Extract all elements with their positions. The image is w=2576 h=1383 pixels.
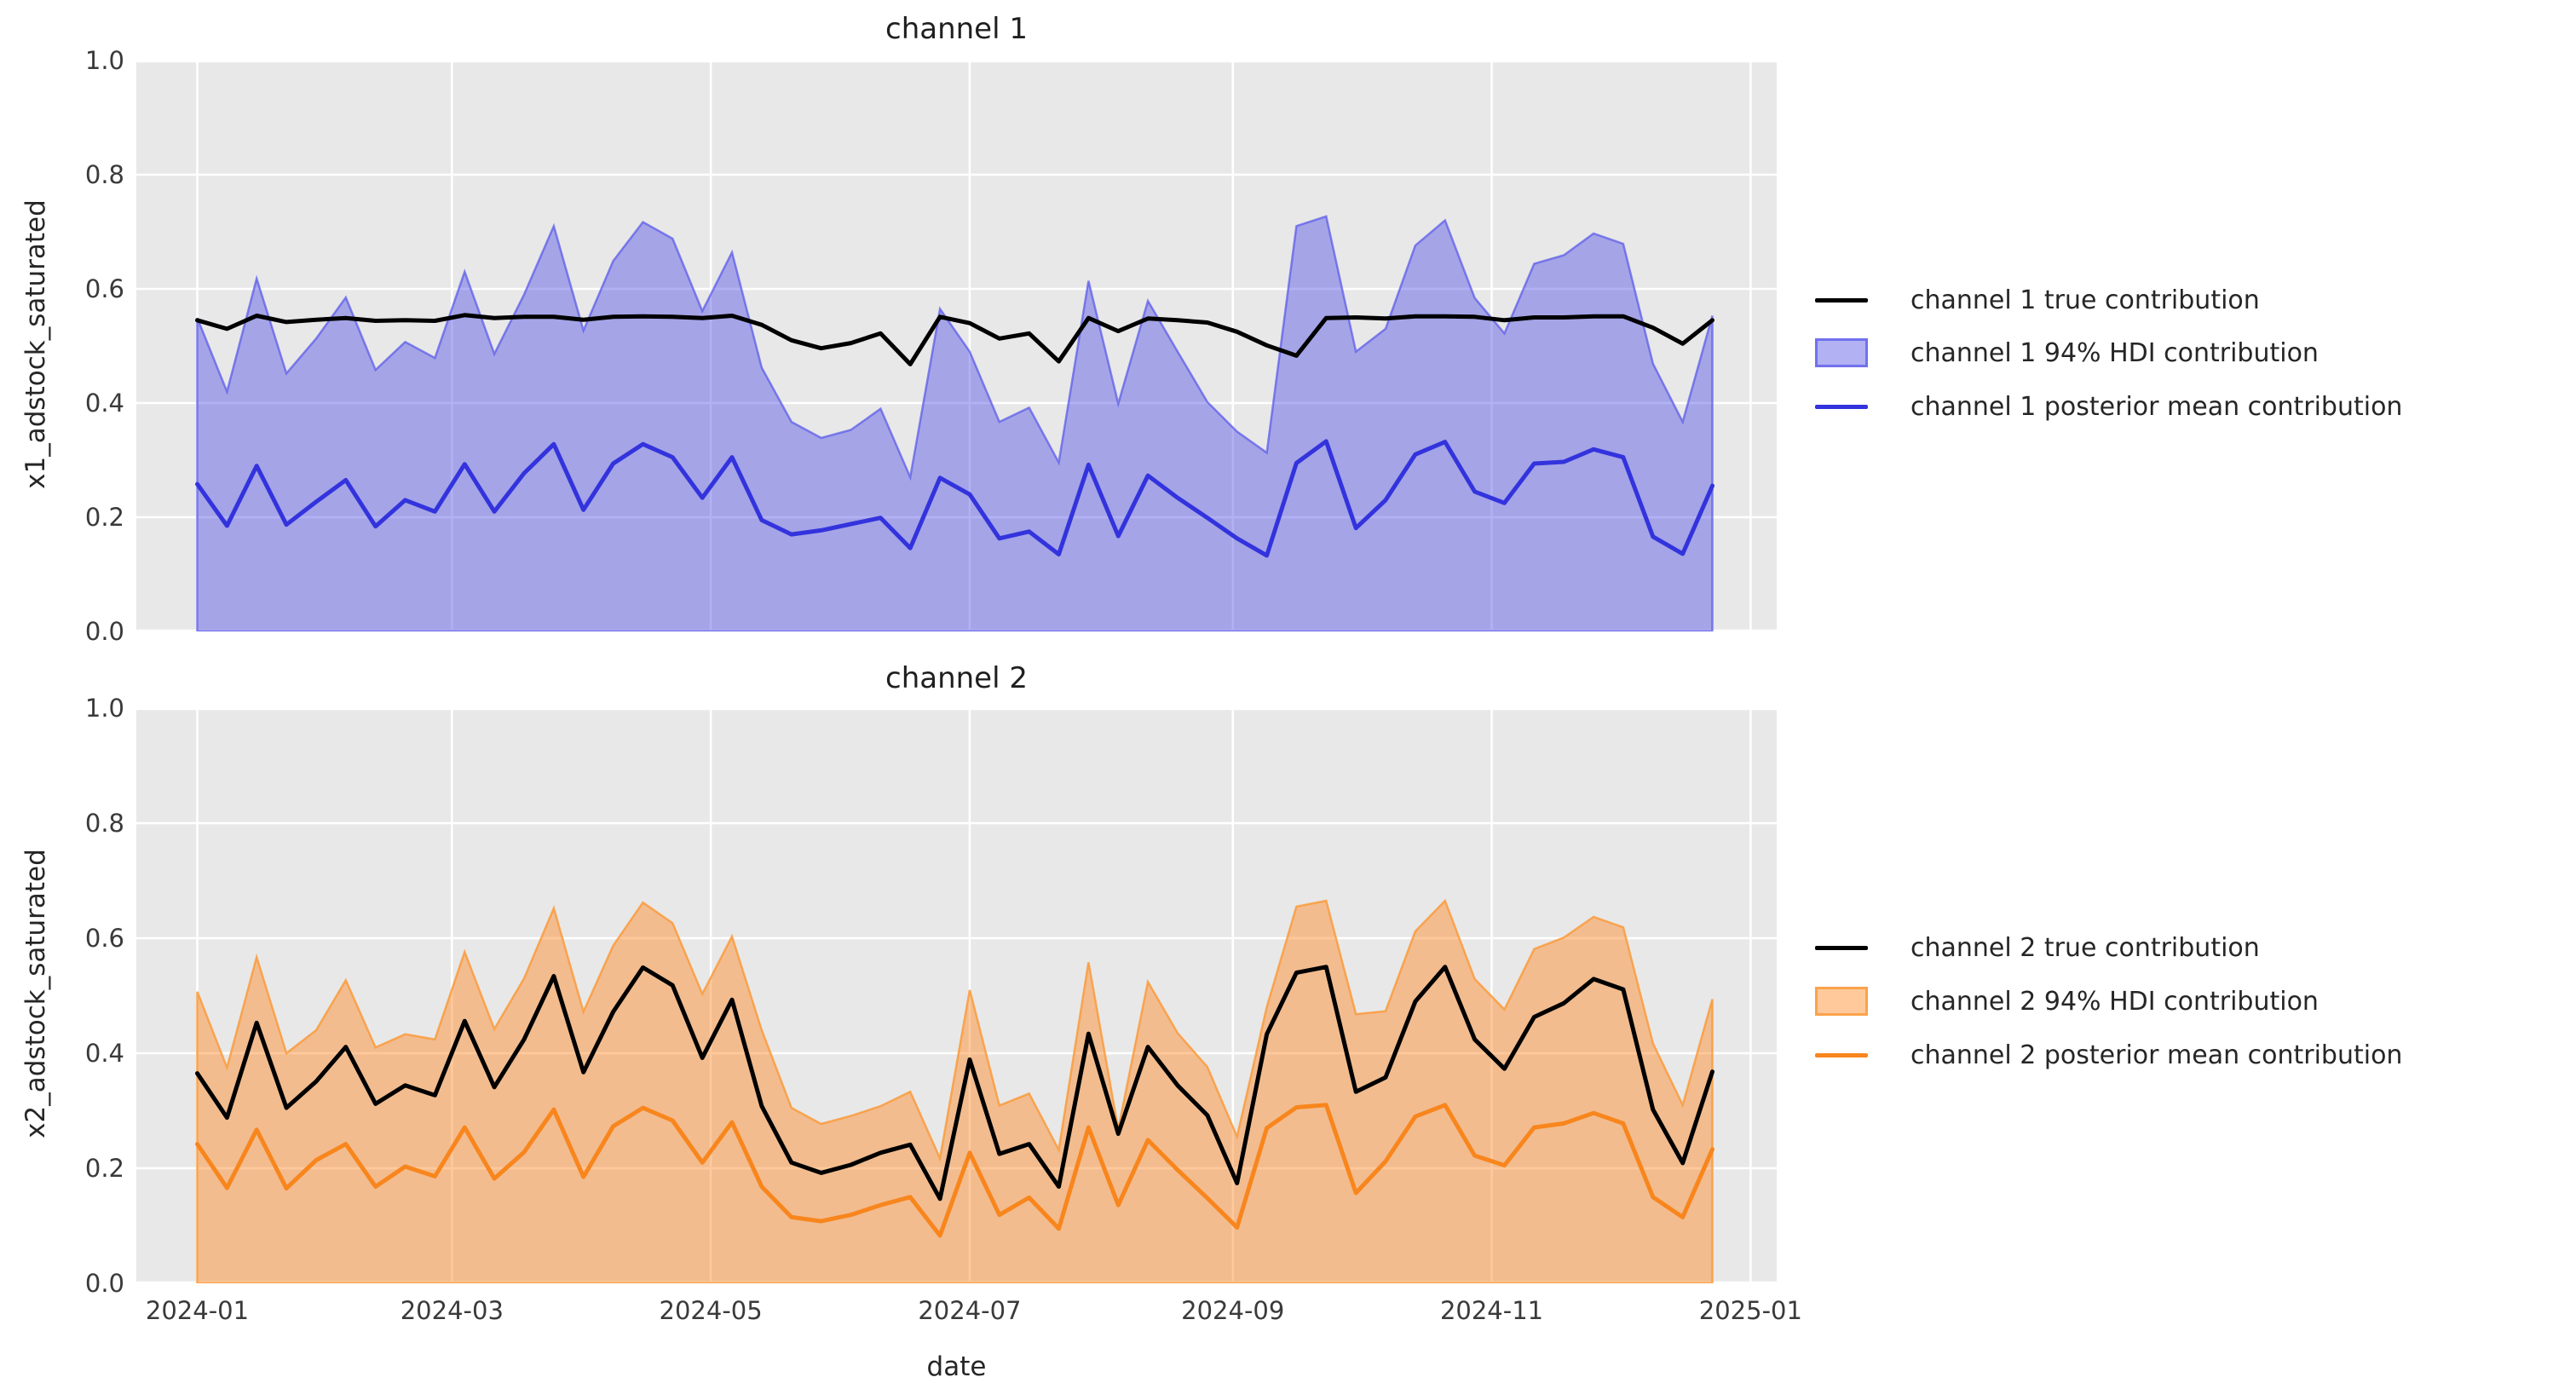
chart1-title: channel 1: [885, 12, 1028, 46]
channel1-plot-area: [136, 61, 1777, 631]
legend-patch-swatch: [1815, 338, 1868, 367]
xtick-label: 2024-07: [918, 1296, 1022, 1325]
plot-svg-channel2: [136, 708, 1777, 1283]
legend-line-swatch: [1815, 945, 1868, 950]
ytick-label-channel1: 0.8: [84, 160, 124, 189]
hdi-band-channel1: [196, 215, 1714, 631]
plot-svg-channel1: [136, 61, 1777, 631]
legend-label: channel 1 true contribution: [1910, 285, 2260, 315]
legend-line-swatch: [1815, 1052, 1868, 1057]
legend-channel1-posterior-mean: channel 1 posterior mean contribution: [1815, 389, 2402, 424]
ytick-label-channel1: 0.4: [84, 389, 124, 418]
ytick-label-channel1: 0.0: [84, 617, 124, 646]
legend-channel2-posterior-mean: channel 2 posterior mean contribution: [1815, 1038, 2402, 1072]
legend-label: channel 2 94% HDI contribution: [1910, 986, 2319, 1017]
chart2-title: channel 2: [885, 661, 1028, 695]
xtick-label: 2024-09: [1181, 1296, 1285, 1325]
true-line-channel2: [195, 965, 1714, 1201]
posterior-mean-line-channel2: [195, 1103, 1714, 1238]
chart1-ylabel: x1_adstock_saturated: [20, 199, 51, 489]
legend-label: channel 2 true contribution: [1910, 932, 2260, 963]
legend-line-swatch: [1815, 404, 1868, 409]
legend-label: channel 1 94% HDI contribution: [1910, 337, 2319, 368]
ytick-label-channel1: 0.6: [84, 274, 124, 303]
chart2-ylabel: x2_adstock_saturated: [20, 849, 51, 1138]
ytick-label-channel2: 0.2: [84, 1154, 124, 1183]
xtick-label: 2024-11: [1439, 1296, 1544, 1325]
ytick-label-channel2: 0.0: [84, 1269, 124, 1298]
legend-channel2-true: channel 2 true contribution: [1815, 931, 2260, 965]
legend-patch-swatch: [1815, 987, 1868, 1016]
xtick-label: 2024-01: [145, 1296, 250, 1325]
xtick-label: 2024-03: [400, 1296, 504, 1325]
ytick-label-channel1: 1.0: [84, 46, 124, 75]
legend-channel2-hdi: channel 2 94% HDI contribution: [1815, 984, 2319, 1018]
x-axis-label: date: [926, 1351, 987, 1382]
legend-label: channel 2 posterior mean contribution: [1910, 1040, 2403, 1070]
ytick-label-channel2: 1.0: [84, 694, 124, 723]
xtick-label: 2025-01: [1698, 1296, 1802, 1325]
legend-channel1-true: channel 1 true contribution: [1815, 283, 2260, 317]
ytick-label-channel2: 0.8: [84, 809, 124, 838]
ytick-label-channel1: 0.2: [84, 503, 124, 532]
legend-label: channel 1 posterior mean contribution: [1910, 391, 2403, 422]
legend-line-swatch: [1815, 297, 1868, 303]
legend-channel1-hdi: channel 1 94% HDI contribution: [1815, 336, 2319, 370]
ytick-label-channel2: 0.4: [84, 1039, 124, 1068]
ytick-label-channel2: 0.6: [84, 924, 124, 953]
true-line-channel1: [195, 313, 1714, 366]
xtick-label: 2024-05: [659, 1296, 763, 1325]
posterior-mean-line-channel1: [195, 439, 1714, 558]
